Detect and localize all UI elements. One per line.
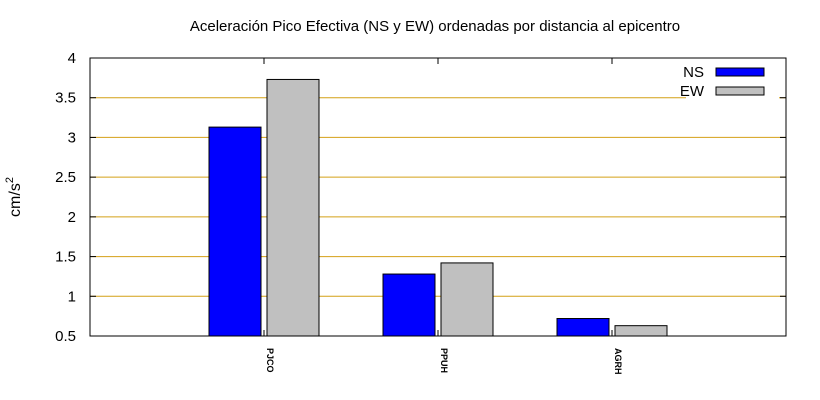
- y-tick-label: 4: [68, 50, 76, 67]
- y-tick-label: 2.5: [55, 169, 76, 186]
- y-tick-label: 1: [68, 288, 76, 305]
- y-tick-label: 3.5: [55, 90, 76, 107]
- y-tick-label: 1.5: [55, 249, 76, 266]
- legend-label-ns: NS: [683, 64, 704, 81]
- y-axis-label: cm/s2: [4, 177, 24, 217]
- bar-ew-agrh: [614, 325, 668, 337]
- y-tick-label: 0.5: [55, 328, 76, 345]
- bar-ew-pjco: [266, 78, 320, 337]
- x-axis-categories: PJCO PPUH AGRH: [263, 58, 623, 375]
- legend-swatch-ew: [715, 86, 765, 96]
- bar-ns-ppuh: [382, 273, 436, 337]
- chart-title: Aceleración Pico Efectiva (NS y EW) orde…: [190, 18, 680, 35]
- bar-ns-pjco: [208, 126, 262, 337]
- legend: NS EW: [680, 64, 765, 100]
- y-tick-label: 3: [68, 129, 76, 146]
- x-tick-label: PPUH: [439, 348, 449, 373]
- legend-backdrop: [686, 96, 779, 104]
- bar-group: [208, 78, 668, 337]
- grid-lines: [90, 97, 786, 297]
- legend-label-ew: EW: [680, 83, 705, 100]
- y-axis-ticks: 0.5 1 1.5 2 2.5 3 3.5 4: [55, 50, 786, 345]
- bar-ew-ppuh: [440, 262, 494, 337]
- x-tick-label: PJCO: [265, 348, 275, 373]
- y-tick-label: 2: [68, 209, 76, 226]
- bar-ns-agrh: [556, 318, 610, 337]
- y-axis-label-unit: cm/s: [7, 183, 24, 217]
- x-tick-label: AGRH: [613, 348, 623, 375]
- y-axis-label-superscript: 2: [4, 177, 16, 183]
- legend-swatch-ns: [715, 67, 765, 77]
